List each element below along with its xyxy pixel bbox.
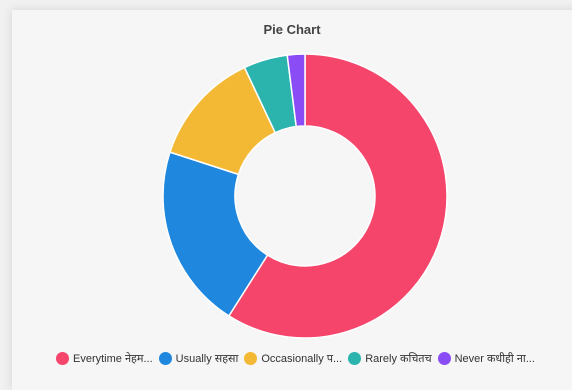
legend-label: Rarely कचितच [365, 353, 432, 365]
chart-card: Pie Chart Everytime नेहम... Usually सहसा… [12, 10, 572, 390]
legend-swatch [348, 352, 362, 365]
pie-slice-4[interactable] [286, 53, 306, 128]
legend-label: Everytime नेहम... [73, 353, 153, 365]
legend-swatch [244, 352, 258, 365]
chart-title: Pie Chart [263, 22, 321, 37]
legend-item-everytime[interactable]: Everytime नेहम... [56, 351, 153, 366]
legend-label: Never कधीही ना... [454, 353, 535, 365]
legend-item-usually[interactable]: Usually सहसा [158, 351, 239, 366]
legend-item-occasionally[interactable]: Occasionally प... [244, 351, 342, 366]
legend-item-never[interactable]: Never कधीही ना... [437, 351, 535, 366]
legend-label: Usually सहसा [175, 353, 239, 365]
legend-swatch [56, 352, 69, 365]
legend-label: Occasionally प... [261, 353, 343, 365]
legend-swatch [158, 352, 172, 365]
legend-item-rarely[interactable]: Rarely कचितच [348, 351, 432, 366]
donut-chart [162, 53, 448, 339]
pie-slice-0[interactable] [227, 53, 448, 339]
chart-legend: Everytime नेहम... Usually सहसा Occasiona… [56, 351, 541, 366]
pie-slice-1[interactable] [162, 151, 269, 317]
legend-swatch [437, 352, 451, 365]
